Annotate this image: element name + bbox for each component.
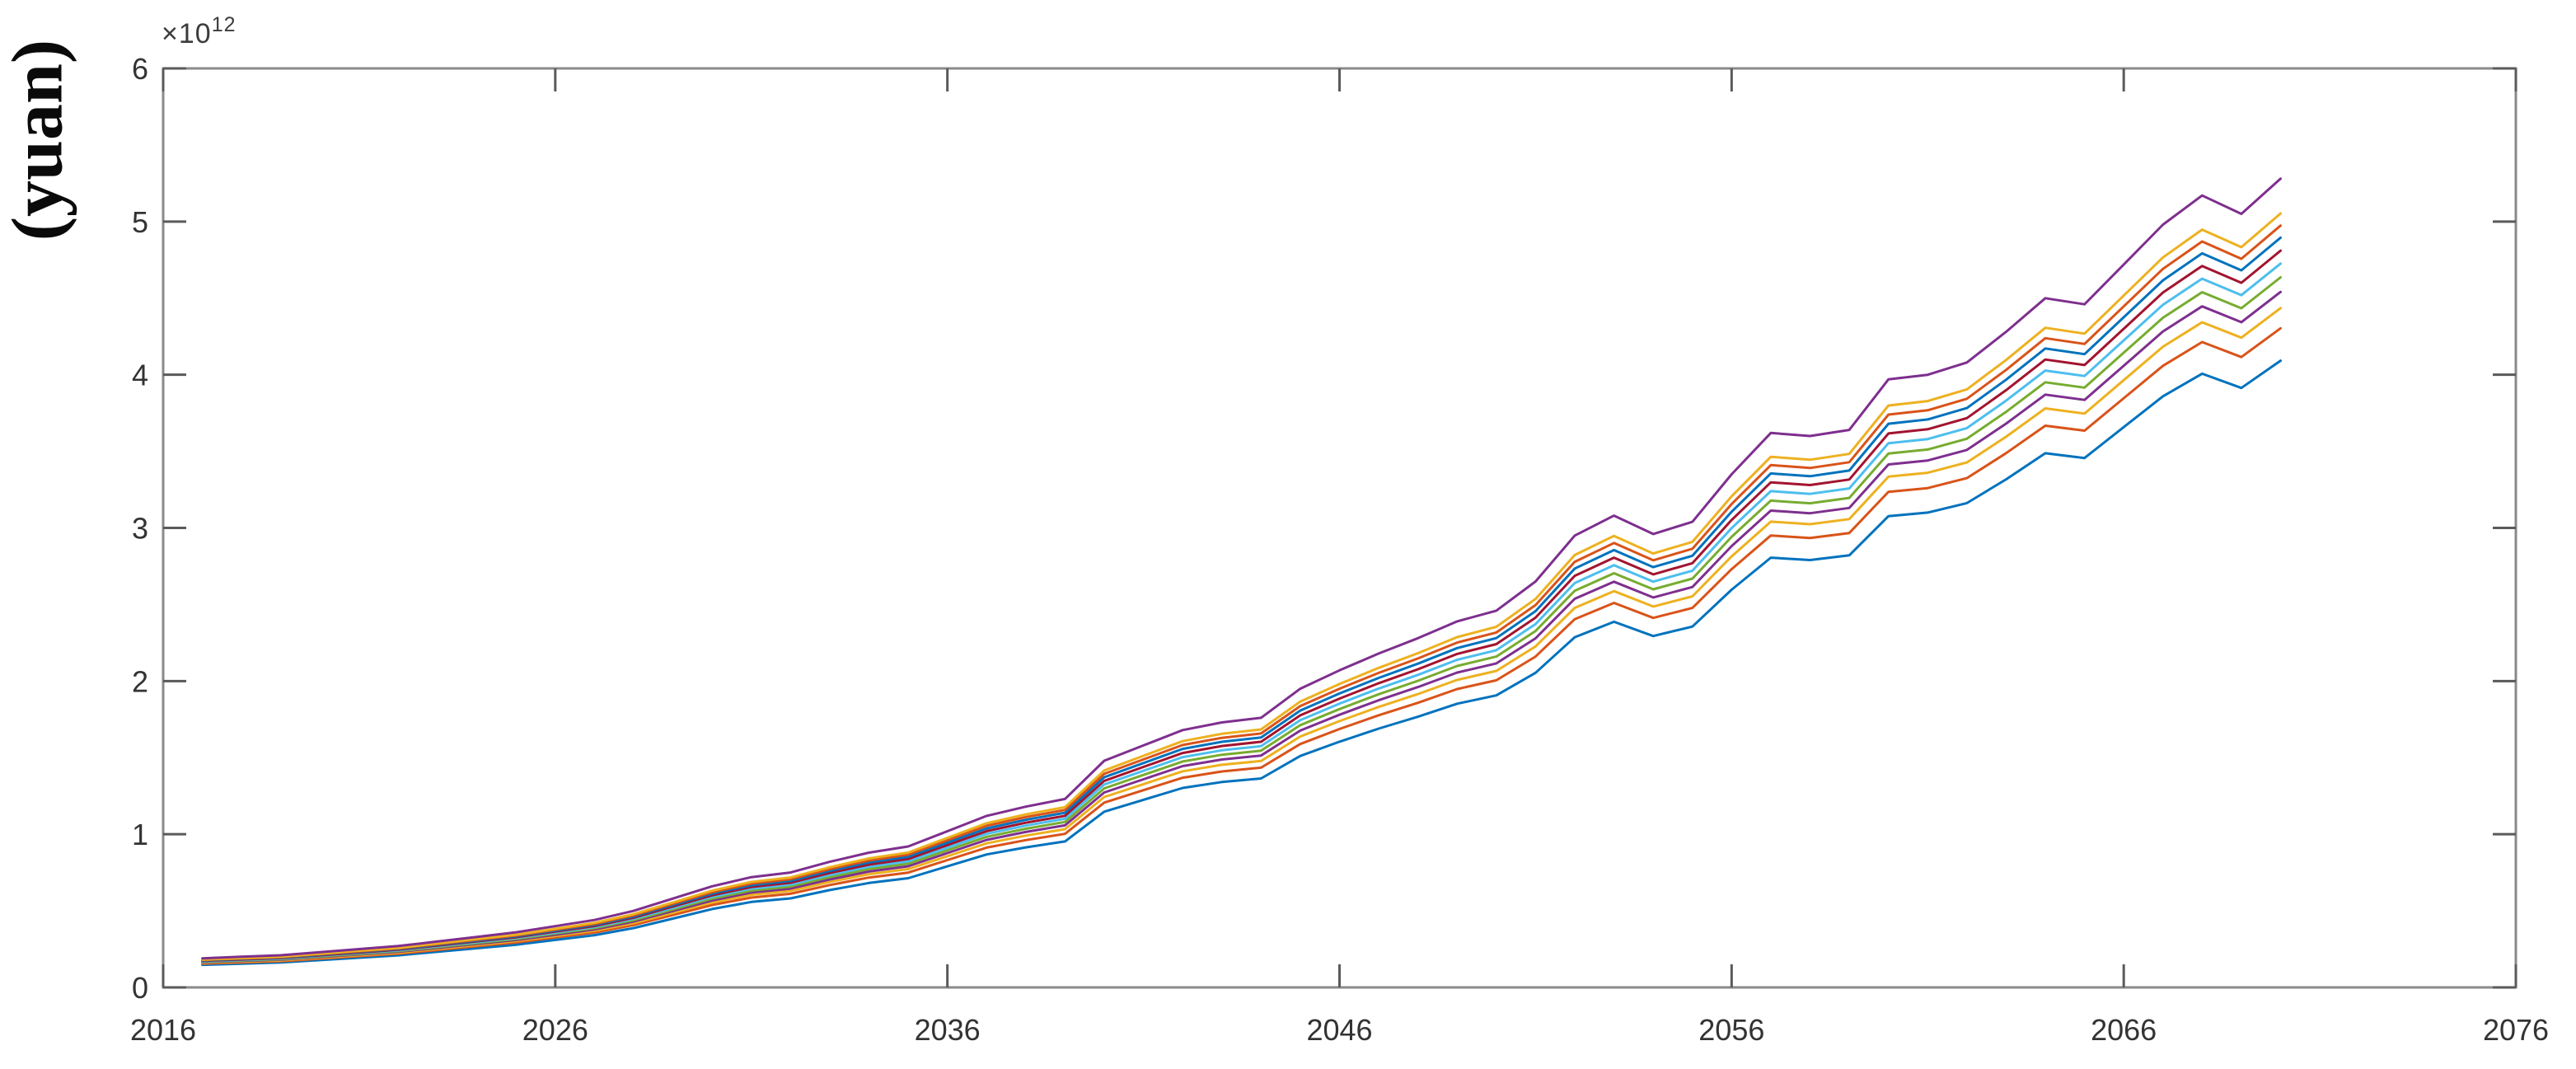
axes-box (162, 67, 2517, 989)
y-tick-label: 4 (132, 359, 148, 392)
y-tick-label: 0 (132, 971, 148, 1005)
series-5-line (201, 276, 2282, 964)
series-11-line (201, 177, 2282, 960)
x-tick-label: 2056 (1698, 1013, 1764, 1047)
y-tick-label: 2 (132, 664, 148, 698)
y-axis-exponent: ×1012 (162, 13, 237, 50)
y-axis-exponent-power: 12 (211, 13, 237, 36)
x-tick-label: 2076 (2483, 1013, 2549, 1047)
series-9-line (201, 224, 2282, 962)
series-10-line (201, 212, 2282, 961)
series-4-line (201, 290, 2282, 964)
series-2-line (201, 326, 2282, 965)
series-7-line (201, 249, 2282, 963)
y-tick-label: 5 (132, 205, 148, 239)
y-axis-exponent-base: ×10 (162, 18, 212, 49)
series-6-line (201, 262, 2282, 963)
y-tick-label: 3 (132, 512, 148, 546)
y-tick-label: 6 (132, 52, 148, 86)
x-tick-label: 2046 (1306, 1013, 1372, 1047)
series-1-line (201, 359, 2282, 967)
x-tick-label: 2036 (915, 1013, 981, 1047)
x-tick-label: 2016 (130, 1013, 196, 1047)
x-tick-label: 2066 (2091, 1013, 2157, 1047)
series-8-line (201, 236, 2282, 962)
y-tick-label: 1 (132, 818, 148, 851)
x-tick-label: 2026 (522, 1013, 588, 1047)
